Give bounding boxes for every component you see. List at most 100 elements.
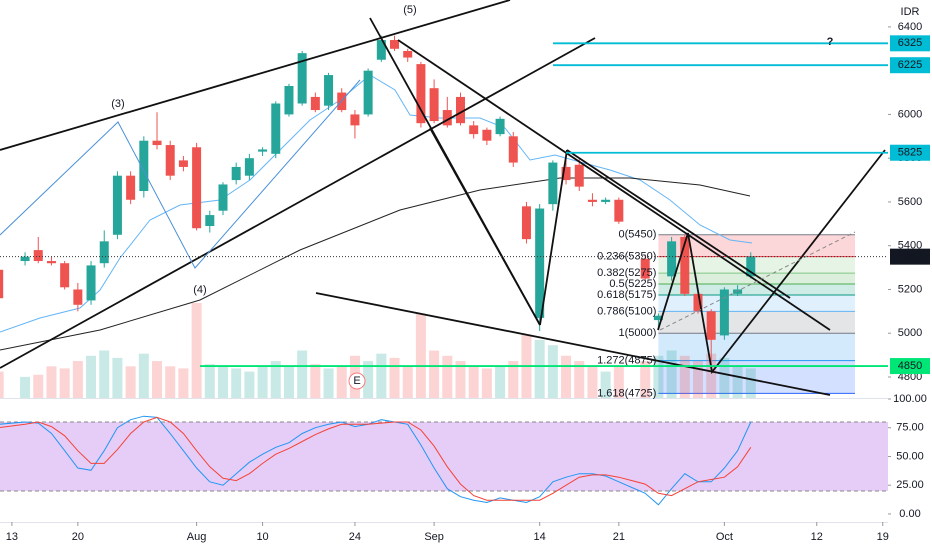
moving-average-short [0,74,753,333]
volume-bar [363,361,374,398]
x-tick-label: Sep [424,531,444,543]
volume-bar [46,366,57,398]
candle-body [601,199,611,202]
volume-bar [310,364,321,398]
volume-bar [666,350,677,398]
annotation: (5) [403,4,416,16]
price-label: 6325 [898,37,922,49]
fib-label: 1.618(4725) [597,387,656,399]
fib-band [658,294,855,312]
x-tick-label: 20 [72,531,84,543]
candle-body [667,241,677,277]
last-price-label: 5350 [898,251,922,263]
candle-body [429,88,439,121]
candle-body [205,215,215,227]
candle-body [192,147,202,229]
candle-body [719,289,729,336]
volume-bar [587,366,598,398]
x-tick-label: 24 [349,531,361,543]
x-tick-label: 21 [613,531,625,543]
stoch-y-tick-label: 50.00 [896,450,924,462]
volume-bar [732,366,743,398]
price-label-bg [890,358,930,375]
drawings [0,0,886,396]
candle-body [363,70,373,115]
volume-bar [244,371,255,398]
fib-label: 0(5450) [618,229,656,241]
candle-body [614,199,624,222]
volume-bar [376,353,387,398]
volume-bar [455,361,466,398]
candle-body [521,206,531,240]
volume-bar [706,353,717,398]
candle-body [706,311,716,340]
volume-bar [231,368,242,398]
candle-body [680,236,690,294]
candle-body [508,136,518,163]
candle-body [271,103,281,154]
volume-bar [495,366,506,398]
moving-average-long [0,177,751,351]
volume-bar [481,368,492,398]
volume-bar [283,366,294,398]
trend-line [315,292,831,396]
candle-body [561,166,571,181]
volume-bar [336,366,347,398]
fib-label: 0.786(5100) [597,305,656,317]
price-label-bg [890,57,930,74]
candle-body [376,40,386,60]
event-marker [348,372,366,390]
candle-body [258,149,268,152]
elliott-wave [0,79,361,269]
stoch-y-tick-label: 0.00 [899,508,920,520]
volume-bar [72,361,83,398]
fib-label: 0.382(5275) [597,267,656,279]
volume-bar [574,361,585,398]
annotation: (4) [193,284,206,296]
x-tick-label: 19 [877,531,889,543]
y-tick-label: 6000 [898,108,922,120]
candle-body [60,263,70,288]
candle-body [112,175,122,235]
volume-bar [33,374,44,398]
candle-body [324,75,334,106]
volume-layer [0,303,756,398]
fib-label: 0.618(5175) [597,289,656,301]
candle-body [99,241,109,264]
price-label: 4850 [898,360,922,372]
fib-band [658,256,855,274]
volume-bar [138,353,149,398]
fib-label: 1.272(4875) [597,354,656,366]
candle-body [126,175,136,200]
candle-body [469,125,479,135]
volume-bar [270,361,281,398]
candle-body [574,164,584,187]
candle-body [139,140,149,192]
x-tick-label: 12 [811,531,823,543]
trend-line [397,39,831,331]
volume-bar [191,303,202,398]
trend-line [566,149,791,299]
candle-body [244,158,254,176]
fib-label: 0.5(5225) [609,278,656,290]
volume-bar [217,366,228,398]
volume-bar [442,355,453,398]
volume-bar [152,361,163,398]
candle-body [746,256,756,277]
volume-bar [468,366,479,398]
price-label: 6225 [898,59,922,71]
price-label: 5825 [898,147,922,159]
volume-bar [402,366,413,398]
candle-body [416,64,426,124]
volume-bar [323,368,334,398]
x-tick-label: Oct [716,531,733,543]
y-tick-label: 5200 [898,283,922,295]
volume-bar [178,368,189,398]
volume-bar [257,366,268,398]
candle-body [495,118,505,135]
annotation: ? [827,36,834,48]
volume-bar [99,350,110,398]
